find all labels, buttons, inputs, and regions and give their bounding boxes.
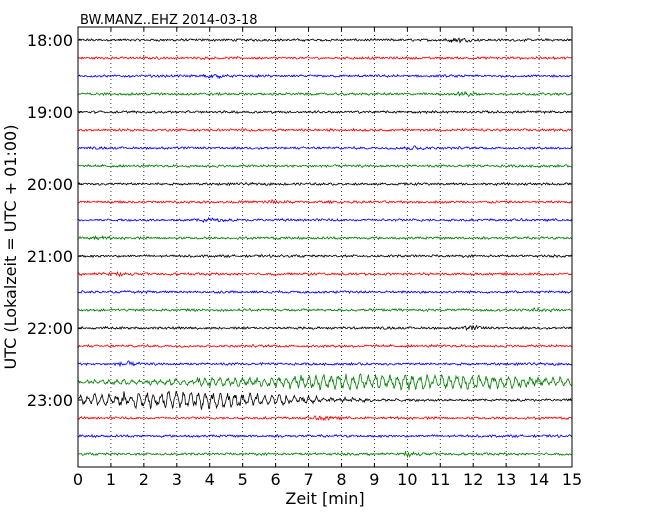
trace-line [77, 73, 572, 80]
y-tick-label: 19:00 [27, 103, 73, 122]
trace-line [77, 145, 573, 151]
x-tick-label: 4 [205, 470, 215, 489]
trace-line [77, 343, 573, 349]
trace-line [77, 127, 573, 133]
x-tick-label: 14 [529, 470, 549, 489]
y-axis-ticks: 18:00 19:00 20:00 21:00 22:00 23:00 [27, 31, 572, 410]
x-tick-label: 2 [139, 470, 149, 489]
x-tick-label: 7 [303, 470, 313, 489]
grid-lines [110, 27, 540, 467]
trace-line [77, 289, 573, 295]
trace-line [77, 55, 573, 61]
trace-line [77, 91, 573, 97]
trace-line [77, 181, 573, 187]
x-tick-label: 5 [238, 470, 248, 489]
x-tick-label: 6 [271, 470, 281, 489]
x-tick-label: 12 [463, 470, 483, 489]
x-tick-label: 1 [106, 470, 116, 489]
trace-line [77, 37, 573, 44]
y-tick-label: 21:00 [27, 247, 73, 266]
trace-line [77, 306, 573, 313]
plot-frame [77, 26, 573, 468]
x-tick-label: 15 [562, 470, 582, 489]
x-tick-label: 0 [73, 470, 83, 489]
trace-line [77, 324, 573, 332]
trace-line [77, 451, 573, 459]
trace-line [77, 198, 573, 205]
x-axis-ticks: 0 1 2 3 4 5 6 7 8 9 10 11 12 13 14 15 [73, 27, 582, 489]
trace-line [77, 415, 573, 422]
y-tick-label: 22:00 [27, 319, 73, 338]
plot-background [78, 27, 572, 467]
x-tick-label: 11 [430, 470, 450, 489]
trace-line [77, 390, 573, 410]
trace-line [77, 234, 573, 241]
trace-line [77, 216, 573, 223]
trace-line [77, 433, 573, 439]
trace-line [77, 373, 573, 392]
x-tick-label: 3 [172, 470, 182, 489]
trace-line [77, 360, 573, 368]
x-tick-label: 10 [397, 470, 417, 489]
x-tick-label: 13 [496, 470, 516, 489]
seismic-traces [77, 37, 573, 459]
y-tick-label: 20:00 [27, 175, 73, 194]
x-axis-label: Zeit [min] [285, 489, 364, 508]
trace-line [77, 109, 573, 115]
chart-title: BW.MANZ..EHZ 2014-03-18 [80, 13, 258, 28]
trace-line [77, 163, 573, 169]
trace-line [77, 271, 573, 278]
trace-line [77, 254, 573, 259]
y-tick-label: 18:00 [27, 31, 73, 50]
x-tick-label: 8 [336, 470, 346, 489]
y-axis-label: UTC (Lokalzeit = UTC + 01:00) [1, 125, 20, 370]
y-tick-label: 23:00 [27, 391, 73, 410]
x-tick-label: 9 [369, 470, 379, 489]
